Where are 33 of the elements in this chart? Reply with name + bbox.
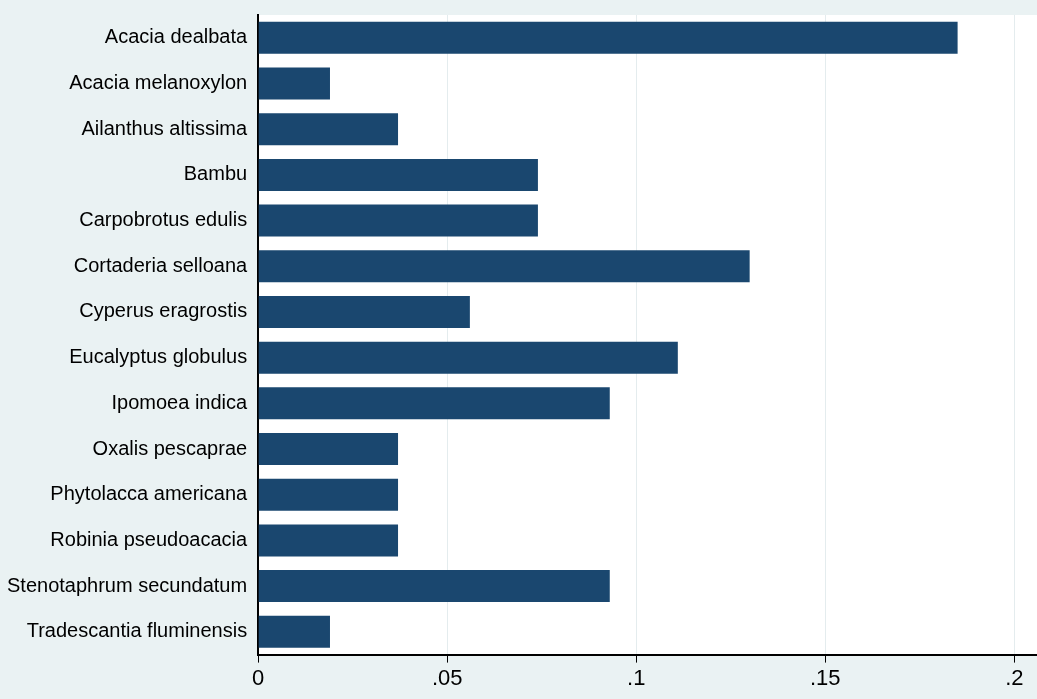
x-tick-label: .2 (1005, 664, 1024, 690)
bar (258, 387, 610, 420)
y-tick-label: Acacia dealbata (104, 25, 249, 48)
bar (258, 113, 399, 146)
y-tick-label: Bambu (183, 162, 248, 185)
y-tick-label: Stenotaphrum secundatum (6, 573, 248, 596)
y-tick-label: Eucalyptus globulus (69, 345, 248, 368)
y-tick-label: Cortaderia selloana (73, 253, 249, 276)
bar (258, 524, 399, 557)
y-tick-label: Phytolacca americana (50, 482, 249, 505)
x-tick-label: 0 (252, 664, 265, 690)
bar (258, 250, 750, 283)
y-tick-label: Tradescantia fluminensis (26, 619, 248, 642)
y-tick-label: Acacia melanoxylon (69, 71, 248, 94)
bar (258, 158, 538, 191)
bar (258, 295, 470, 328)
y-tick-label: Robinia pseudoacacia (50, 527, 249, 550)
bar (258, 21, 958, 54)
bar (258, 341, 678, 374)
y-tick-label: Oxalis pescaprae (92, 436, 248, 459)
y-tick-label: Cyperus eragrostis (79, 299, 248, 322)
y-tick-label: Ipomoea indica (111, 390, 249, 413)
x-tick-label: .05 (431, 664, 463, 690)
x-tick-label: .15 (809, 664, 841, 690)
x-tick-label: .1 (627, 664, 646, 690)
bar (258, 570, 610, 603)
bar (258, 478, 399, 511)
y-tick-label: Carpobrotus edulis (79, 208, 248, 231)
y-tick-label: Ailanthus altissima (81, 116, 249, 139)
bar (258, 433, 399, 465)
bar (258, 67, 330, 100)
bar (258, 204, 538, 237)
bar (258, 615, 330, 648)
